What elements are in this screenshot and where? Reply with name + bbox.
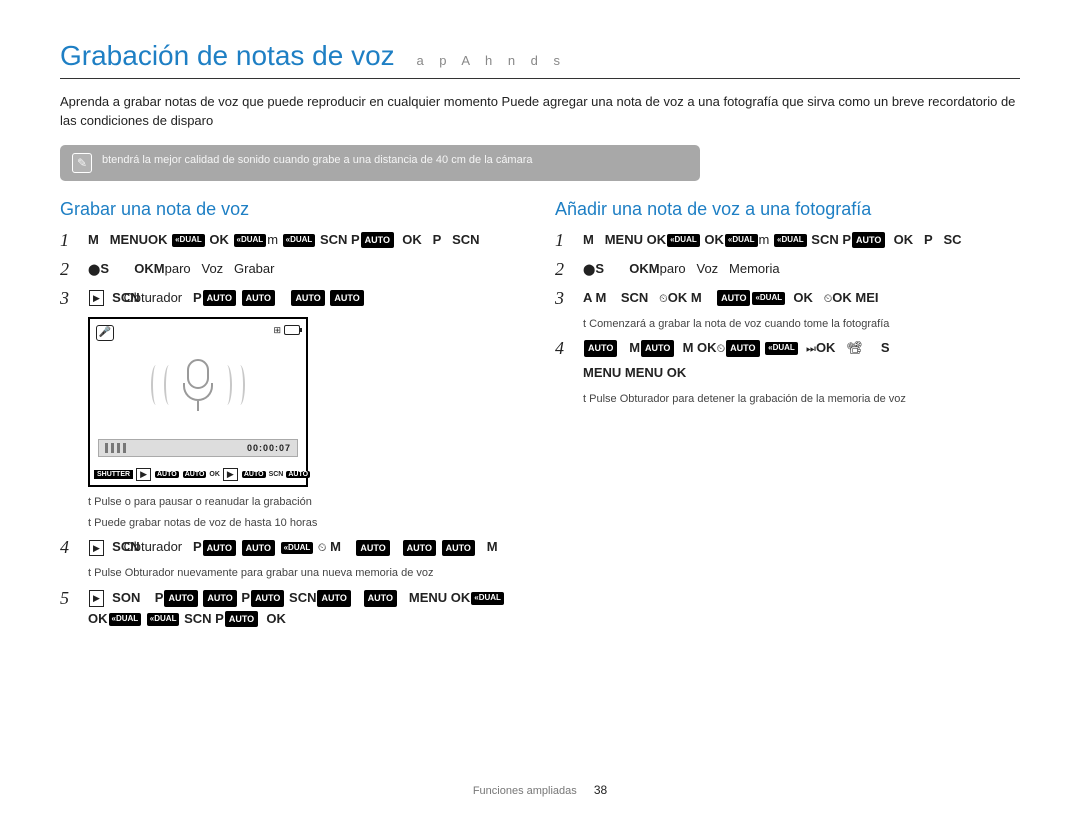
mic-indicator-icon: 🎤: [96, 325, 114, 341]
dual-icon: «DUAL: [172, 234, 205, 247]
right-column: Añadir una nota de voz a una fotografía …: [555, 199, 1020, 638]
play-icon: ▶: [89, 590, 104, 606]
left-step-1: 1 M MENUOK «DUAL OK «DUALm «DUAL SCN PAU…: [60, 230, 525, 251]
title-modes: a p A h n d s: [416, 53, 566, 68]
page-number: 38: [594, 783, 607, 797]
left-column: Grabar una nota de voz 1 M MENUOK «DUAL …: [60, 199, 525, 638]
right-step-3: 3 A M SCN ⏲OK M AUTO«DUAL OK ⏲OK MEI: [555, 288, 1020, 309]
auto-icon: AUTO: [291, 290, 324, 306]
play-icon: ▶: [89, 540, 104, 556]
progress-bar: 00:00:07: [98, 439, 298, 457]
microphone-icon: [180, 359, 216, 411]
auto-icon: AUTO: [330, 290, 363, 306]
right-step4-note: Pulse Obturador para detener la grabació…: [583, 392, 1020, 407]
tip-box: ✎ btendrá la mejor calidad de sonido cua…: [60, 145, 700, 181]
page-title: Grabación de notas de voz a p A h n d s: [60, 40, 1020, 79]
note-icon: ✎: [72, 153, 92, 173]
page-footer: Funciones ampliadas 38: [0, 783, 1080, 797]
left-step3-note2: Puede grabar notas de voz de hasta 10 ho…: [88, 516, 525, 531]
left-step-4: 4 ▶ SCNObturador PAUTO AUTO «DUAL ⏲ M AU…: [60, 537, 525, 558]
left-step-5: 5 ▶ SON PAUTO AUTO PAUTO SCNAUTO AUTO ME…: [60, 588, 525, 630]
dual-icon: «DUAL: [283, 234, 316, 247]
auto-icon: AUTO: [242, 290, 275, 306]
camera-preview-screen: 🎤 ⊞ 00:00:07 SHUTTER ▶AUTO AUTOOK ▶AUTO: [88, 317, 308, 487]
record-voice-heading: Grabar una nota de voz: [60, 199, 525, 220]
intro-paragraph: Aprenda a grabar notas de voz que puede …: [60, 93, 1020, 131]
dual-icon: «DUAL: [281, 542, 314, 555]
right-step3-note: Comenzará a grabar la nota de voz cuando…: [583, 317, 1020, 332]
auto-icon: AUTO: [361, 232, 394, 248]
play-icon: ▶: [89, 290, 104, 306]
right-step-2: 2 ⬤S OKMparo Voz Memoria: [555, 259, 1020, 280]
left-step-3: 3 ▶ SCNObturador PAUTO AUTO AUTO AUTO: [60, 288, 525, 309]
right-step-4: 4 AUTO MAUTO M OK⏲AUTO «DUAL ⏭OK 📽 S MEN…: [555, 338, 1020, 384]
add-voice-to-photo-heading: Añadir una nota de voz a una fotografía: [555, 199, 1020, 220]
auto-icon: AUTO: [203, 540, 236, 556]
left-step4-note: Pulse Obturador nuevamente para grabar u…: [88, 566, 525, 581]
timecode: 00:00:07: [247, 443, 291, 453]
right-step-1: 1 M MENU OK«DUAL OK«DUALm «DUAL SCN PAUT…: [555, 230, 1020, 251]
auto-icon: AUTO: [403, 540, 436, 556]
left-step3-note1: Pulse o para pausar o reanudar la grabac…: [88, 495, 525, 510]
footer-label: Funciones ampliadas: [473, 785, 577, 797]
left-step-2: 2 ⬤S OKMparo Voz Grabar: [60, 259, 525, 280]
auto-icon: AUTO: [242, 540, 275, 556]
auto-icon: AUTO: [356, 540, 389, 556]
auto-icon: AUTO: [203, 290, 236, 306]
preview-bottom-strip: SHUTTER ▶AUTO AUTOOK ▶AUTO SCNAUTO: [94, 468, 302, 481]
battery-icon: ⊞: [273, 325, 300, 336]
tip-text: btendrá la mejor calidad de sonido cuand…: [102, 153, 533, 168]
dual-icon: «DUAL: [234, 234, 267, 247]
title-text: Grabación de notas de voz: [60, 40, 395, 71]
auto-icon: AUTO: [442, 540, 475, 556]
